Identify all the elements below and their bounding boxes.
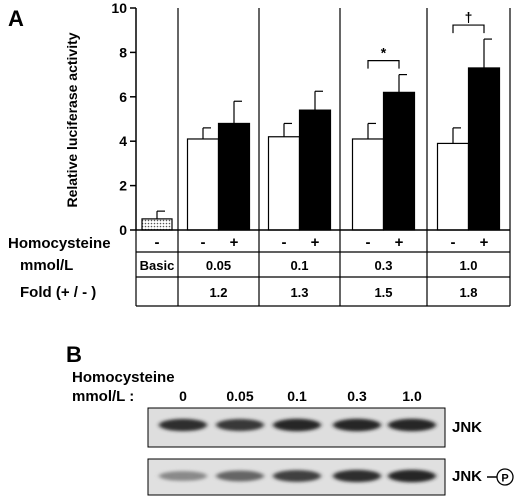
phospho-circle-icon xyxy=(496,468,514,486)
fold-cell: 1.2 xyxy=(209,285,227,300)
table-cells: - Basic - +0.05 1.2 - +0.1 1.3 - +0.3 1.5 - +1.0 1.8 xyxy=(140,234,489,300)
concentration-cell: 0.3 xyxy=(374,258,392,273)
y-axis-ticks: 0 2 4 6 8 10 xyxy=(111,0,136,238)
data-table xyxy=(135,8,510,307)
blot-lane-label: 0.3 xyxy=(347,388,367,404)
bar xyxy=(351,138,385,231)
sign-label: - xyxy=(155,234,160,251)
concentration-cell: 1.0 xyxy=(459,258,477,273)
y-tick-label: 0 xyxy=(119,222,127,238)
panel-b-label: B xyxy=(66,342,82,367)
significance-bracket xyxy=(452,24,485,34)
concentration-cell: 0.05 xyxy=(206,258,231,273)
blot-band xyxy=(159,471,207,481)
sign-label: + xyxy=(395,234,404,251)
bar xyxy=(436,142,470,231)
phospho-p-label: P xyxy=(501,473,508,485)
table-row-fold-label: Fold (+ / - ) xyxy=(20,284,96,301)
blot-lane-label: 0.05 xyxy=(226,388,253,404)
blot-concentration-labels: 0 0.05 0.1 0.3 1.0 xyxy=(179,388,422,404)
blot-band xyxy=(273,418,321,432)
blot-band xyxy=(333,418,381,432)
bar-marks: *† xyxy=(141,9,501,231)
blot-band xyxy=(159,418,207,432)
sign-label: + xyxy=(311,234,320,251)
blot-band xyxy=(388,469,436,483)
y-axis-label: Relative luciferase activity xyxy=(64,32,80,207)
blot-bands xyxy=(159,418,436,483)
blot-band xyxy=(388,418,436,432)
blot-row-label-jnk: JNK xyxy=(452,419,482,436)
panel-a-label: A xyxy=(8,6,24,31)
table-row-homocysteine-label: Homocysteine xyxy=(8,235,111,252)
blot-band xyxy=(333,469,381,483)
blot-mmol-label: mmol/L : xyxy=(72,388,134,405)
fold-cell: 1.5 xyxy=(374,285,392,300)
blot-row-label-phospho-jnk: JNK xyxy=(452,468,482,485)
y-tick-label: 10 xyxy=(111,0,127,16)
blot-lane-label: 0 xyxy=(179,388,187,404)
blot-homocysteine-label: Homocysteine xyxy=(72,369,175,386)
concentration-cell: Basic xyxy=(140,258,175,273)
sign-label: - xyxy=(366,234,371,251)
y-tick-label: 8 xyxy=(119,44,127,60)
bar xyxy=(382,91,416,231)
fold-cell: 1.8 xyxy=(459,285,477,300)
blot-lane-label: 0.1 xyxy=(287,388,307,404)
bar xyxy=(141,218,173,231)
bar xyxy=(217,122,251,231)
y-tick-label: 4 xyxy=(119,133,127,149)
significance-marker: † xyxy=(465,9,473,25)
fold-cell: 1.3 xyxy=(290,285,308,300)
significance-bracket xyxy=(367,60,400,69)
blot-band xyxy=(273,470,321,482)
y-tick-label: 2 xyxy=(119,178,127,194)
sign-label: + xyxy=(480,234,489,251)
bar xyxy=(186,138,220,231)
concentration-cell: 0.1 xyxy=(290,258,308,273)
y-tick-label: 6 xyxy=(119,89,127,105)
bar xyxy=(267,136,301,231)
blot-lane-label: 1.0 xyxy=(402,388,422,404)
table-row-mmol-label: mmol/L xyxy=(20,257,73,274)
bar xyxy=(298,109,332,231)
blot-band xyxy=(216,470,264,482)
sign-label: - xyxy=(282,234,287,251)
sign-label: - xyxy=(451,234,456,251)
blot-band xyxy=(216,419,264,431)
bar xyxy=(467,67,501,231)
sign-label: + xyxy=(230,234,239,251)
sign-label: - xyxy=(201,234,206,251)
significance-marker: * xyxy=(381,45,387,61)
